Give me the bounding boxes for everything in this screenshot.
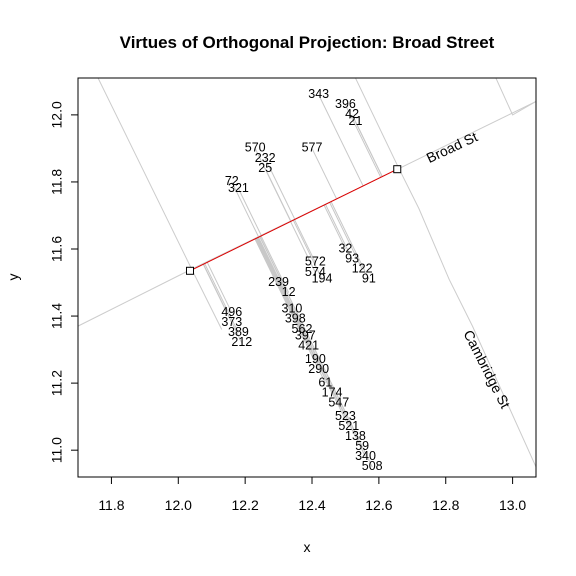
projection-line	[311, 148, 338, 200]
projection-line	[318, 94, 364, 187]
point-label: 421	[298, 339, 319, 353]
projection-line	[294, 219, 316, 263]
segment-endpoint	[393, 165, 402, 174]
x-tick-label: 12.4	[298, 497, 325, 513]
projection-line	[264, 168, 292, 222]
projection-line	[238, 188, 262, 236]
point-label: 194	[312, 271, 333, 285]
x-tick-label: 13.0	[499, 497, 526, 513]
point-label: 398	[285, 312, 306, 326]
point-label: 91	[362, 271, 376, 285]
point-label: 72	[225, 174, 239, 188]
point-label: 396	[335, 97, 356, 111]
point-label: 290	[308, 362, 329, 376]
projection-line	[203, 263, 243, 344]
point-label: 212	[231, 335, 252, 349]
projection-line	[260, 235, 290, 293]
y-axis-label: y	[5, 274, 21, 281]
projection-line	[259, 236, 373, 468]
projection-line	[254, 238, 326, 384]
projection-line	[330, 201, 370, 280]
y-axis: 11.0 11.2 11.4 11.6 11.8 12.0	[49, 101, 78, 463]
x-tick-label: 12.2	[232, 497, 259, 513]
point-label: 572	[305, 255, 326, 269]
point-label: 174	[322, 385, 343, 399]
projection-line	[355, 121, 383, 177]
x-axis-label: x	[304, 539, 311, 555]
point-label: 25	[258, 161, 272, 175]
point-label: 508	[362, 459, 383, 473]
point-label: 521	[338, 419, 359, 433]
projection-segment	[189, 168, 398, 272]
street-label: Broad St	[424, 128, 480, 166]
y-tick-label: 12.0	[49, 101, 65, 128]
projection-line	[256, 237, 350, 427]
y-tick-label: 11.4	[49, 303, 65, 329]
projection-line	[231, 181, 260, 238]
projection-line	[323, 204, 346, 250]
point-label: 42	[345, 107, 359, 121]
x-tick-label: 12.0	[165, 497, 192, 513]
street-label: Cambridge St	[460, 327, 513, 411]
point-label: 397	[295, 328, 316, 342]
projection-line	[325, 204, 353, 260]
x-tick-label: 12.8	[432, 497, 459, 513]
point-label: 523	[335, 409, 356, 423]
y-tick-label: 11.6	[49, 236, 65, 262]
point-label: 373	[221, 315, 242, 329]
point-label: 59	[355, 439, 369, 453]
point-label: 61	[318, 375, 332, 389]
point-label: 12	[282, 285, 296, 299]
projection-line	[256, 237, 306, 337]
point-label: 547	[328, 396, 349, 410]
point-label: 562	[292, 322, 313, 336]
point-label: 122	[352, 261, 373, 275]
point-label: 389	[228, 325, 249, 339]
point-label: 239	[268, 275, 289, 289]
point-label: 340	[355, 449, 376, 463]
y-tick-label: 11.8	[49, 169, 65, 195]
point-label: 32	[338, 241, 352, 255]
projection-line	[264, 158, 296, 220]
point-label: 21	[349, 114, 363, 128]
segment-endpoint	[185, 266, 194, 275]
point-label: 574	[305, 265, 326, 279]
x-tick-label: 12.6	[365, 497, 392, 513]
projection-line	[290, 221, 316, 273]
y-tick-label: 11.0	[49, 437, 65, 463]
projection-line	[258, 237, 366, 458]
projection-line	[344, 104, 382, 178]
y-tick-label: 11.2	[49, 370, 65, 396]
projection-line	[204, 263, 239, 334]
projection-line	[329, 202, 363, 270]
point-label: 138	[345, 429, 366, 443]
point-label: 232	[255, 151, 276, 165]
point-label: 93	[345, 251, 359, 265]
point-label: 321	[228, 181, 249, 195]
road-line	[495, 78, 536, 116]
point-label: 570	[245, 141, 266, 155]
point-label: 343	[308, 87, 329, 101]
point-label: 496	[221, 305, 242, 319]
point-label: 310	[282, 302, 303, 316]
projection-line	[206, 262, 233, 313]
x-tick-label: 11.8	[98, 497, 124, 513]
road-line	[355, 78, 536, 468]
plot-frame	[77, 77, 537, 478]
point-label: 190	[305, 352, 326, 366]
x-axis: 11.8 12.0 12.2 12.4 12.6 12.8 13.0	[98, 477, 526, 513]
projection-line	[292, 219, 323, 280]
point-label: 577	[302, 141, 323, 155]
chart-title: Virtues of Orthogonal Projection: Broad …	[120, 33, 495, 52]
road-line	[97, 78, 223, 330]
